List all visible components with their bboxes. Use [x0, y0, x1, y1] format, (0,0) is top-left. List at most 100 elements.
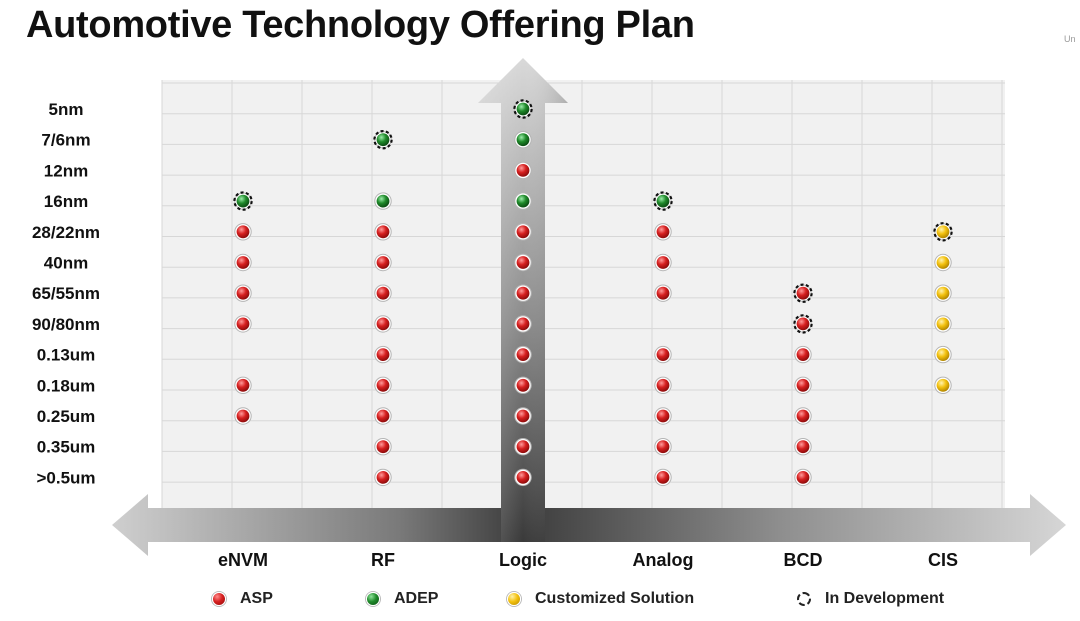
data-point	[514, 192, 532, 210]
customized-dot-icon	[507, 592, 521, 606]
point-fill	[796, 409, 810, 423]
data-point	[934, 376, 952, 394]
legend-item-in-development: In Development	[797, 585, 944, 613]
in-development-ring	[653, 191, 673, 211]
y-tick-label: 0.35um	[37, 438, 96, 457]
point-fill	[796, 348, 810, 361]
asp-dot-icon	[212, 592, 226, 606]
data-point	[933, 222, 953, 242]
y-tick-label: >0.5um	[36, 468, 95, 487]
point-fill	[376, 256, 390, 269]
data-point	[234, 315, 252, 333]
y-tick-label: 0.13um	[37, 346, 96, 365]
data-point	[374, 407, 392, 425]
data-point	[654, 376, 672, 394]
data-point	[514, 468, 532, 487]
data-point	[653, 191, 673, 211]
data-point	[514, 253, 532, 272]
data-point	[234, 223, 252, 241]
legend-item-asp: ASP	[212, 585, 273, 613]
x-category-label: RF	[371, 550, 395, 570]
data-point	[374, 223, 392, 241]
point-fill	[936, 225, 950, 239]
legend-item-adep: ADEP	[366, 585, 438, 613]
point-fill	[516, 164, 530, 177]
point-fill	[376, 409, 390, 423]
point-fill	[516, 225, 530, 239]
point-fill	[796, 440, 810, 454]
grid-lines	[161, 80, 1005, 508]
data-point	[514, 438, 532, 456]
in-development-ring	[793, 314, 813, 334]
x-category-label: Logic	[499, 550, 547, 570]
point-fill	[516, 102, 530, 116]
point-fill	[796, 286, 810, 300]
point-fill	[516, 194, 530, 208]
point-fill	[656, 348, 670, 361]
data-point	[374, 376, 392, 394]
y-tick-label: 5nm	[49, 100, 84, 119]
data-point	[374, 284, 392, 302]
legend-label-in-development: In Development	[825, 590, 945, 607]
point-fill	[656, 194, 670, 208]
data-point	[234, 407, 252, 425]
data-point	[514, 376, 532, 394]
data-point	[374, 253, 392, 272]
data-point	[934, 253, 952, 272]
point-fill	[936, 348, 950, 361]
legend-item-customized: Customized Solution	[507, 585, 694, 613]
y-tick-label: 28/22nm	[32, 223, 100, 242]
in-development-ring	[793, 283, 813, 303]
in-development-ring	[933, 222, 953, 242]
in-development-ring	[513, 99, 533, 119]
point-fill	[516, 286, 530, 300]
point-fill	[376, 286, 390, 300]
data-point	[374, 315, 392, 333]
point-fill	[516, 348, 530, 361]
point-fill	[796, 317, 810, 331]
y-tick-label: 40nm	[44, 254, 88, 273]
legend-label-customized: Customized Solution	[535, 590, 695, 607]
data-point	[234, 284, 252, 302]
point-fill	[936, 286, 950, 300]
data-point	[374, 468, 392, 487]
point-fill	[656, 286, 670, 300]
data-point	[374, 438, 392, 456]
y-tick-label: 90/80nm	[32, 315, 100, 334]
point-fill	[236, 225, 250, 239]
data-point	[654, 345, 672, 364]
point-fill	[236, 194, 250, 208]
in-development-ring	[233, 191, 253, 211]
point-fill	[656, 440, 670, 454]
point-fill	[376, 225, 390, 239]
point-fill	[656, 378, 670, 392]
point-fill	[236, 256, 250, 269]
point-fill	[936, 317, 950, 331]
legend-label-adep: ADEP	[394, 590, 439, 607]
y-tick-label: 0.18um	[37, 376, 96, 395]
in-development-ring-icon	[797, 592, 811, 606]
x-category-label: Analog	[633, 550, 694, 570]
point-fill	[376, 440, 390, 454]
x-category-label: BCD	[784, 550, 823, 570]
data-point	[654, 468, 672, 487]
y-tick-label: 7/6nm	[41, 131, 90, 150]
x-category-label: eNVM	[218, 550, 268, 570]
data-point	[234, 253, 252, 272]
legend-label-asp: ASP	[240, 590, 273, 607]
point-fill	[796, 471, 810, 484]
data-point	[514, 345, 532, 364]
data-point	[513, 99, 533, 119]
horizontal-arrow	[112, 494, 1066, 556]
data-point	[934, 284, 952, 302]
data-point	[374, 345, 392, 364]
point-fill	[376, 194, 390, 208]
point-fill	[516, 440, 530, 454]
data-point	[654, 223, 672, 241]
point-fill	[236, 317, 250, 331]
data-point	[934, 315, 952, 333]
point-fill	[376, 133, 390, 147]
point-fill	[516, 409, 530, 423]
point-fill	[936, 378, 950, 392]
